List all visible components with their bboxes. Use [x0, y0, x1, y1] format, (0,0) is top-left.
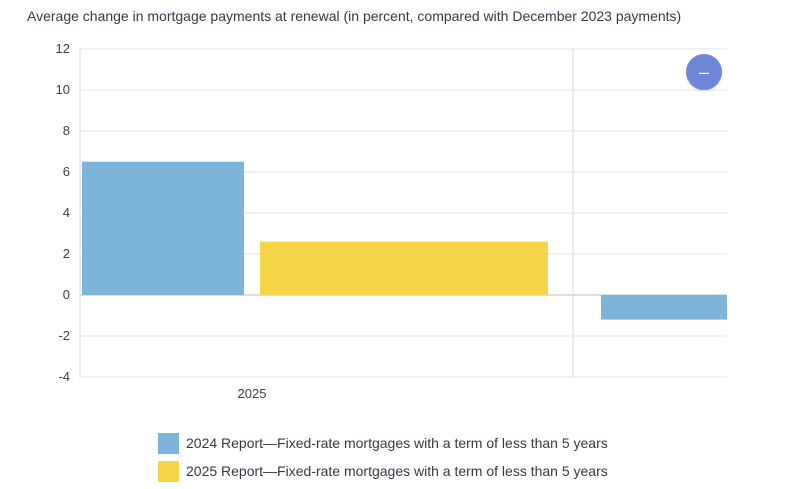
- y-tick-label: 10: [56, 82, 70, 97]
- bar-chart: 12 10 8 6 4 2 0 -2 -4 2025: [56, 41, 727, 401]
- chart-title: Average change in mortgage payments at r…: [27, 8, 682, 24]
- x-tick-label: 2025: [238, 386, 267, 401]
- legend-item-2024[interactable]: 2024 Report—Fixed-rate mortgages with a …: [158, 432, 608, 454]
- minus-icon: –: [698, 61, 709, 82]
- legend-swatch-2025: [158, 460, 179, 482]
- legend: 2024 Report—Fixed-rate mortgages with a …: [158, 432, 608, 488]
- y-tick-label: -2: [58, 328, 70, 343]
- legend-item-2025[interactable]: 2025 Report—Fixed-rate mortgages with a …: [158, 460, 608, 482]
- legend-label-2024: 2024 Report—Fixed-rate mortgages with a …: [186, 435, 608, 451]
- y-tick-label: 12: [56, 41, 70, 56]
- y-tick-label: 4: [63, 205, 70, 220]
- y-tick-label: 2: [63, 246, 70, 261]
- y-tick-label: 6: [63, 164, 70, 179]
- bar: [82, 161, 244, 295]
- legend-swatch-2024: [158, 432, 179, 454]
- legend-label-2025: 2025 Report—Fixed-rate mortgages with a …: [186, 463, 608, 479]
- y-tick-label: -4: [58, 369, 70, 384]
- zoom-out-button[interactable]: –: [686, 54, 722, 90]
- y-tick-label: 8: [63, 123, 70, 138]
- y-tick-label: 0: [63, 287, 70, 302]
- bar: [260, 241, 548, 295]
- bar: [601, 295, 727, 320]
